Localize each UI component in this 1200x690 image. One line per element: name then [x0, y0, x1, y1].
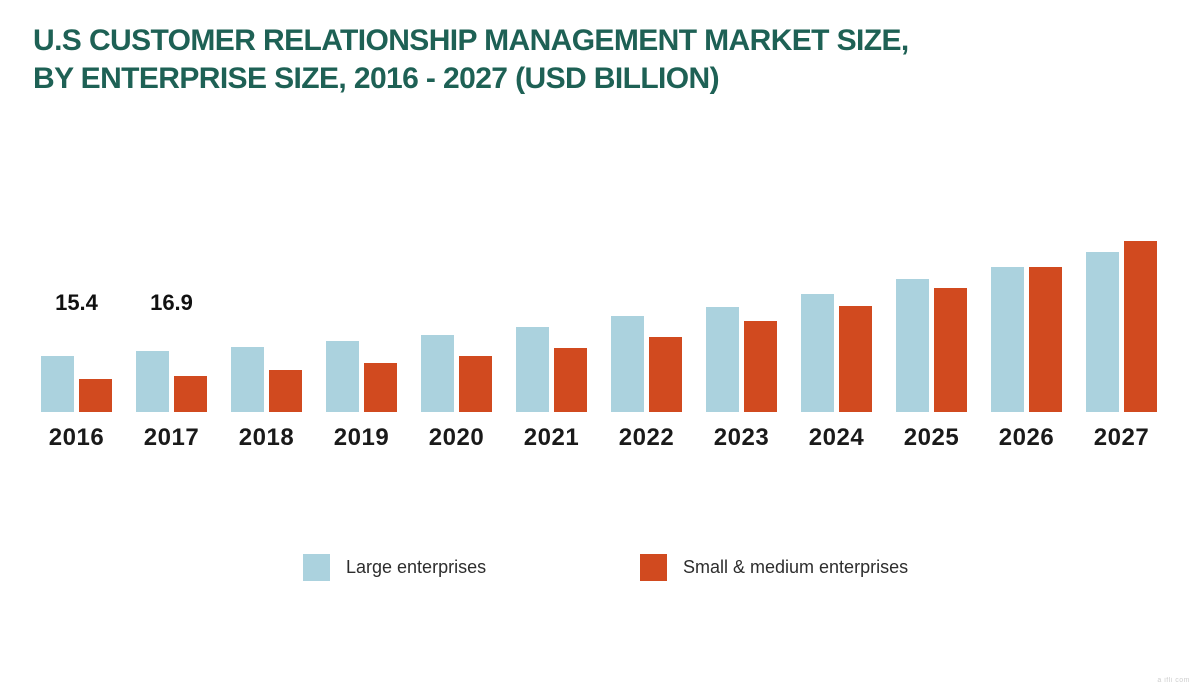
- chart-title: U.S CUSTOMER RELATIONSHIP MANAGEMENT MAR…: [33, 22, 909, 98]
- bar-group-2018: [231, 347, 302, 412]
- x-axis-label-2020: 2020: [428, 424, 485, 451]
- bar-small-medium-enterprises-2016: [79, 379, 112, 412]
- x-axis-label-2016: 2016: [48, 424, 105, 451]
- bar-small-medium-enterprises-2017: [174, 376, 207, 412]
- bar-small-medium-enterprises-2026: [1029, 267, 1062, 412]
- bar-large-enterprises-2027: [1086, 252, 1119, 412]
- legend-label-small-medium-enterprises: Small & medium enterprises: [683, 557, 909, 577]
- bar-group-2017: [136, 351, 207, 412]
- bar-small-medium-enterprises-2025: [934, 288, 967, 412]
- legend-label-large-enterprises: Large enterprises: [346, 557, 487, 577]
- x-axis-label-2017: 2017: [143, 424, 200, 451]
- chart-title-line2: BY ENTERPRISE SIZE, 2016 - 2027 (USD BIL…: [33, 62, 720, 95]
- bar-group-2024: [801, 294, 872, 412]
- bar-large-enterprises-2022: [611, 316, 644, 412]
- legend-swatch-large-enterprises: [303, 554, 330, 581]
- legend-item-small-medium-enterprises: Small & medium enterprises: [640, 554, 908, 581]
- bar-large-enterprises-2020: [421, 335, 454, 412]
- x-axis-label-2026: 2026: [998, 424, 1055, 451]
- bar-large-enterprises-2026: [991, 267, 1024, 412]
- bar-chart-plot-area: 2016 15.4 2017 16.9 2018 2019 2020 2021 2022 2023…: [41, 240, 1181, 451]
- bar-large-enterprises-2017: [136, 351, 169, 412]
- x-axis-label-2018: 2018: [238, 424, 295, 451]
- x-axis-label-2023: 2023: [713, 424, 770, 451]
- bar-small-medium-enterprises-2020: [459, 356, 492, 412]
- legend-item-large-enterprises: Large enterprises: [303, 554, 486, 581]
- legend-swatch-small-medium-enterprises: [640, 554, 667, 581]
- bar-large-enterprises-2019: [326, 341, 359, 412]
- bar-group-2022: [611, 316, 682, 412]
- bar-large-enterprises-2018: [231, 347, 264, 412]
- bar-small-medium-enterprises-2018: [269, 370, 302, 412]
- data-label-2016: 15.4: [55, 290, 98, 315]
- bar-group-2016: [41, 356, 112, 412]
- watermark: a ifli com: [1157, 677, 1190, 684]
- bar-large-enterprises-2025: [896, 279, 929, 412]
- bar-group-2026: [991, 267, 1062, 412]
- bar-group-2023: [706, 307, 777, 412]
- bar-group-2027: [1086, 241, 1157, 412]
- bar-small-medium-enterprises-2027: [1124, 241, 1157, 412]
- x-axis-label-2024: 2024: [808, 424, 865, 451]
- bar-small-medium-enterprises-2022: [649, 337, 682, 412]
- chart-title-line1: U.S CUSTOMER RELATIONSHIP MANAGEMENT MAR…: [33, 24, 909, 57]
- bar-large-enterprises-2024: [801, 294, 834, 412]
- x-axis-label-2027: 2027: [1093, 424, 1150, 451]
- bar-large-enterprises-2016: [41, 356, 74, 412]
- bar-group-2025: [896, 279, 967, 412]
- x-axis-label-2025: 2025: [903, 424, 960, 451]
- bar-large-enterprises-2023: [706, 307, 739, 412]
- bar-group-2019: [326, 341, 397, 412]
- data-label-2017: 16.9: [150, 290, 193, 315]
- bar-small-medium-enterprises-2019: [364, 363, 397, 412]
- bar-small-medium-enterprises-2024: [839, 306, 872, 412]
- x-axis-label-2019: 2019: [333, 424, 390, 451]
- bar-group-2021: [516, 327, 587, 412]
- x-axis-label-2022: 2022: [618, 424, 675, 451]
- bar-small-medium-enterprises-2021: [554, 348, 587, 412]
- bar-small-medium-enterprises-2023: [744, 321, 777, 412]
- bar-large-enterprises-2021: [516, 327, 549, 412]
- x-axis-label-2021: 2021: [523, 424, 580, 451]
- bar-group-2020: [421, 335, 492, 412]
